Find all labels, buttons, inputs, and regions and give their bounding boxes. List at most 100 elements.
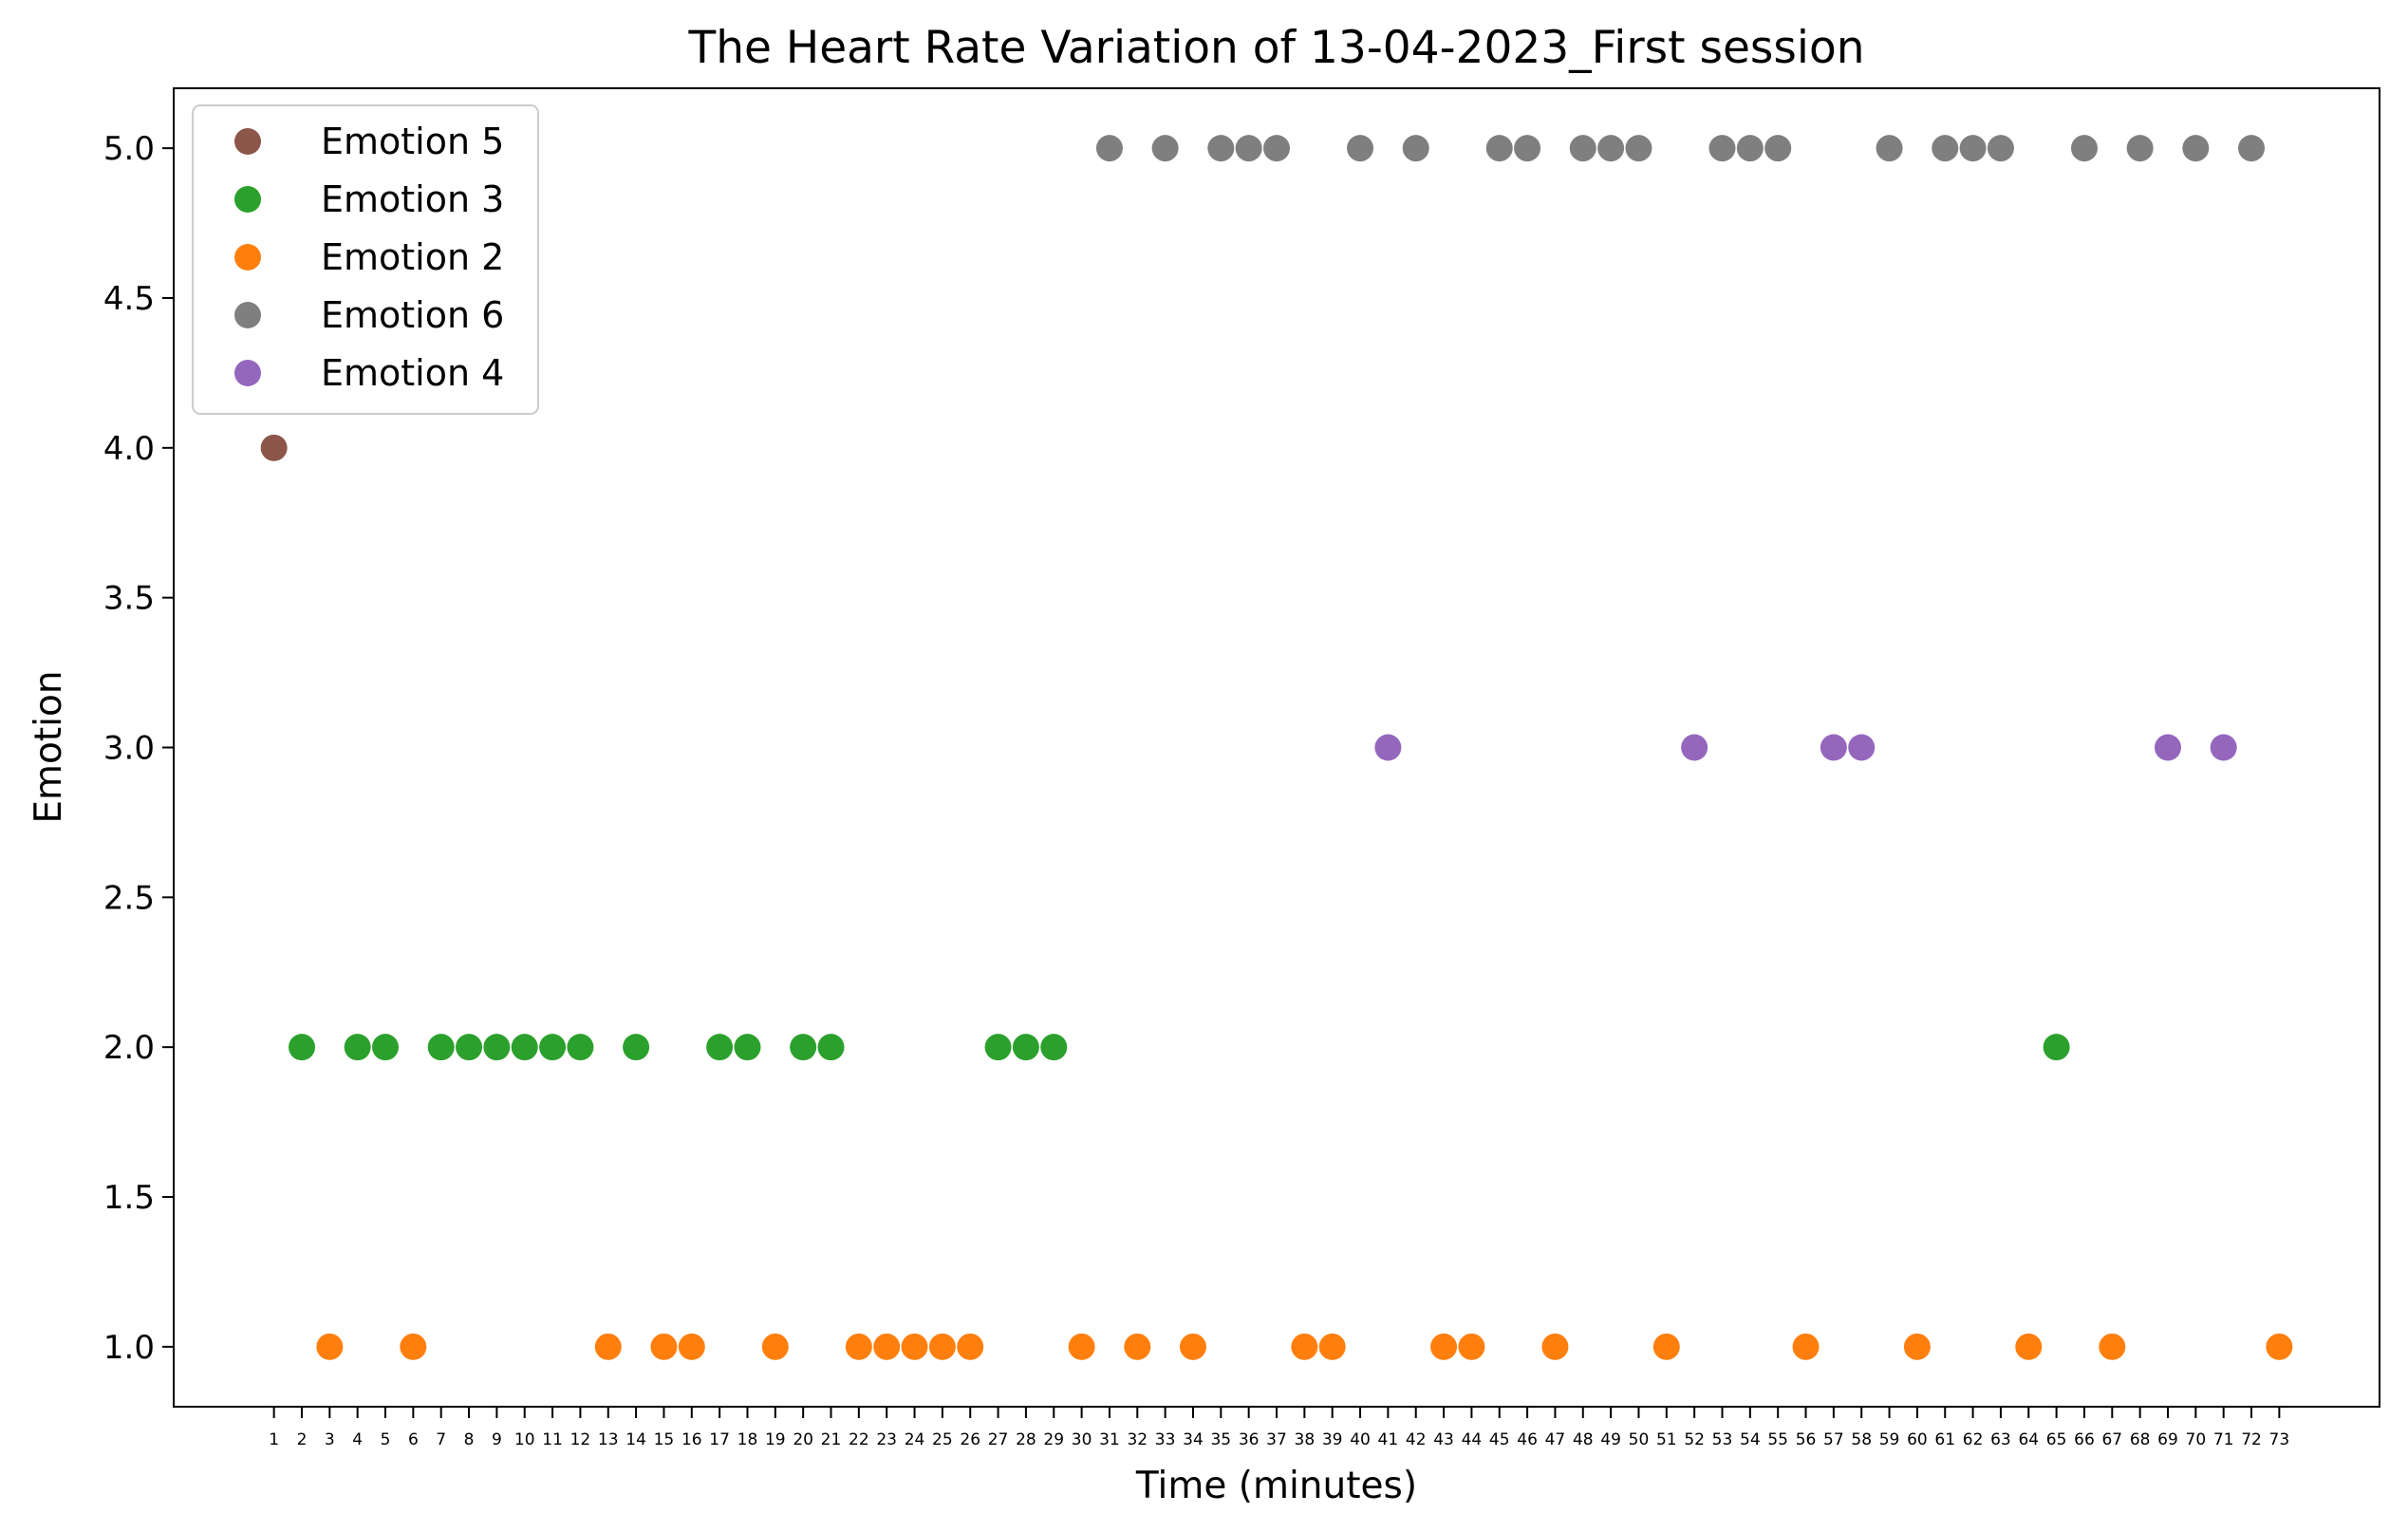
x-tick-label: 70 [2186, 1430, 2207, 1449]
x-tick-label: 48 [1573, 1430, 1594, 1449]
data-point [1179, 1333, 1206, 1360]
legend-marker [234, 186, 261, 213]
x-tick-label: 26 [960, 1430, 980, 1449]
x-tick-label: 59 [1879, 1430, 1900, 1449]
x-tick-label: 32 [1127, 1430, 1148, 1449]
data-point [790, 1034, 817, 1061]
x-tick-label: 2 [297, 1430, 308, 1449]
data-point [761, 1333, 789, 1360]
data-point [344, 1034, 371, 1061]
data-point [2210, 734, 2237, 761]
data-point [2015, 1333, 2043, 1360]
x-axis: 1 2 3 4 5 6 7 8 9 10 11 12 13 14 15 16 17 18 19 20 21 22 23 24 2… [269, 1407, 2289, 1449]
legend-label: Emotion 3 [321, 178, 504, 220]
data-point [2266, 1333, 2293, 1360]
x-tick-label: 24 [905, 1430, 925, 1449]
y-tick-label: 4.0 [103, 430, 155, 468]
legend-label: Emotion 5 [321, 121, 504, 162]
y-tick-label: 1.0 [103, 1329, 155, 1367]
x-tick-label: 23 [876, 1430, 897, 1449]
x-tick-label: 8 [464, 1430, 475, 1449]
x-tick-label: 25 [932, 1430, 953, 1449]
data-point [1068, 1333, 1095, 1360]
data-point [594, 1333, 622, 1360]
data-point [1625, 135, 1652, 162]
data-point [1987, 135, 2014, 162]
data-point [1402, 135, 1429, 162]
x-tick-label: 58 [1851, 1430, 1872, 1449]
data-point [511, 1034, 538, 1061]
x-tick-label: 14 [625, 1430, 646, 1449]
data-point [1514, 135, 1541, 162]
data-point [1652, 1333, 1680, 1360]
y-tick-label: 2.0 [103, 1029, 155, 1067]
legend-marker [234, 244, 261, 271]
x-tick-label: 30 [1072, 1430, 1092, 1449]
x-tick-label: 69 [2157, 1430, 2178, 1449]
legend-marker [234, 360, 261, 386]
chart-title: The Heart Rate Variation of 13-04-2023_F… [688, 22, 1865, 74]
data-point [1569, 135, 1596, 162]
data-point [1792, 1333, 1820, 1360]
data-point [1959, 135, 1987, 162]
x-tick-label: 19 [765, 1430, 786, 1449]
data-point [1820, 734, 1847, 761]
x-tick-label: 61 [1934, 1430, 1955, 1449]
x-tick-label: 29 [1043, 1430, 1064, 1449]
x-tick-label: 45 [1489, 1430, 1510, 1449]
data-point [1263, 135, 1290, 162]
data-point [984, 1034, 1012, 1061]
x-tick-label: 7 [436, 1430, 446, 1449]
x-tick-label: 3 [325, 1430, 335, 1449]
data-point [845, 1333, 872, 1360]
data-point [1764, 135, 1792, 162]
data-point [2070, 135, 2098, 162]
x-tick-label: 27 [988, 1430, 1009, 1449]
legend: Emotion 5 Emotion 3 Emotion 2 Emotion 6 Emot… [192, 104, 539, 415]
data-point [2126, 135, 2154, 162]
data-point [288, 1034, 315, 1061]
data-point [2043, 1034, 2070, 1061]
x-tick-label: 66 [2074, 1430, 2095, 1449]
data-point [1095, 135, 1123, 162]
x-tick-label: 44 [1462, 1430, 1483, 1449]
x-tick-label: 5 [381, 1430, 391, 1449]
x-tick-label: 1 [269, 1430, 279, 1449]
x-tick-label: 43 [1433, 1430, 1454, 1449]
x-tick-label: 49 [1600, 1430, 1621, 1449]
legend-marker [234, 128, 261, 155]
data-point [1151, 135, 1179, 162]
x-tick-label: 72 [2241, 1430, 2262, 1449]
x-tick-label: 64 [2018, 1430, 2039, 1449]
x-tick-label: 11 [542, 1430, 563, 1449]
x-tick-label: 65 [2046, 1430, 2067, 1449]
data-point [1485, 135, 1513, 162]
x-tick-label: 37 [1266, 1430, 1287, 1449]
x-tick-label: 20 [793, 1430, 813, 1449]
data-point [260, 434, 288, 461]
x-tick-label: 68 [2130, 1430, 2151, 1449]
data-point [706, 1034, 734, 1061]
x-tick-label: 56 [1796, 1430, 1817, 1449]
data-point [456, 1034, 483, 1061]
data-point [928, 1333, 956, 1360]
data-point [1430, 1333, 1458, 1360]
data-point [817, 1034, 845, 1061]
plot-points [260, 135, 2293, 1360]
x-tick-label: 18 [737, 1430, 758, 1449]
x-tick-label: 73 [2269, 1430, 2290, 1449]
x-tick-label: 16 [681, 1430, 702, 1449]
data-point [2238, 135, 2266, 162]
x-tick-label: 50 [1629, 1430, 1650, 1449]
x-tick-label: 28 [1016, 1430, 1036, 1449]
y-tick-label: 5.0 [103, 130, 155, 168]
x-tick-label: 33 [1155, 1430, 1176, 1449]
data-point [1541, 1333, 1569, 1360]
x-tick-label: 40 [1350, 1430, 1371, 1449]
data-point [1848, 734, 1876, 761]
x-tick-label: 21 [821, 1430, 842, 1449]
legend-label: Emotion 6 [321, 294, 504, 336]
x-tick-label: 4 [352, 1430, 363, 1449]
data-point [1207, 135, 1235, 162]
x-tick-label: 51 [1656, 1430, 1677, 1449]
